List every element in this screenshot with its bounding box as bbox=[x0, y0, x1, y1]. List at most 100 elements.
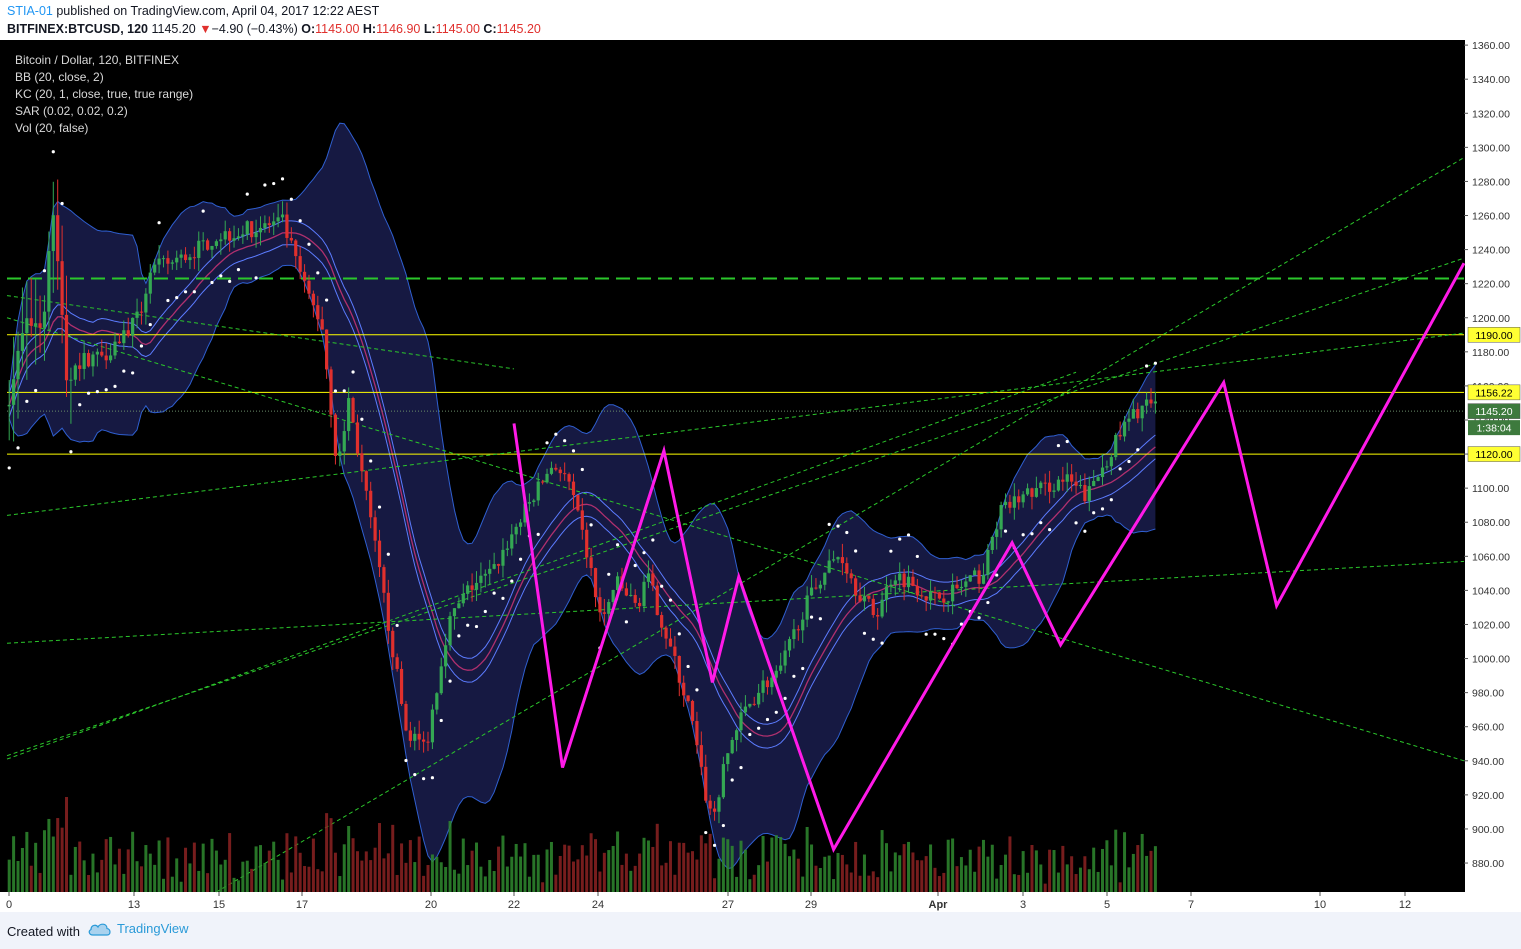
author-link[interactable]: STIA-01 bbox=[7, 4, 53, 18]
candle-body bbox=[20, 333, 25, 351]
sar-dot bbox=[148, 322, 152, 327]
candle-body bbox=[422, 739, 426, 742]
candle-body bbox=[320, 319, 324, 330]
candle-body bbox=[347, 398, 351, 432]
price-tick-label: 880.00 bbox=[1472, 858, 1504, 870]
candle-body bbox=[16, 350, 20, 380]
candle-body bbox=[783, 650, 787, 666]
volume-bar bbox=[585, 855, 589, 892]
volume-bar bbox=[951, 838, 955, 892]
volume-bar bbox=[1026, 872, 1030, 892]
candle-body bbox=[25, 318, 29, 334]
price-label-text: 1156.22 bbox=[1475, 387, 1512, 399]
price-chart[interactable]: 880.00900.00920.00940.00960.00980.001000… bbox=[0, 40, 1521, 912]
candle-body bbox=[104, 355, 108, 361]
harmonic-pattern-path[interactable] bbox=[512, 262, 1466, 853]
sar-dot bbox=[801, 666, 805, 671]
candle-body bbox=[1105, 466, 1109, 468]
candle-body bbox=[563, 473, 567, 475]
candle-body bbox=[739, 712, 743, 731]
candle-body bbox=[792, 629, 796, 640]
volume-bar bbox=[532, 854, 536, 892]
volume-bar bbox=[214, 850, 218, 892]
candle-body bbox=[1122, 421, 1127, 437]
candle-body bbox=[510, 534, 514, 549]
price-tick-label: 1020.00 bbox=[1472, 619, 1510, 631]
trendline[interactable] bbox=[6, 560, 1465, 644]
volume-bar bbox=[986, 856, 990, 892]
price-tick-label: 1240.00 bbox=[1472, 245, 1510, 257]
candle-body bbox=[47, 251, 51, 312]
candle-body bbox=[730, 739, 734, 754]
candle-body bbox=[712, 808, 717, 812]
candle-body bbox=[205, 240, 210, 250]
volume-bar bbox=[452, 869, 456, 892]
volume-bar bbox=[82, 860, 86, 892]
price-tick-label: 900.00 bbox=[1472, 824, 1504, 836]
sar-dot bbox=[1039, 521, 1043, 525]
candle-body bbox=[250, 221, 254, 238]
sar-dot bbox=[333, 389, 338, 393]
candle-body bbox=[466, 585, 470, 594]
candle-body bbox=[461, 593, 465, 604]
candle-body bbox=[765, 680, 770, 688]
trendline[interactable] bbox=[6, 317, 1465, 762]
candle-body bbox=[933, 591, 937, 593]
volume-bar bbox=[554, 874, 558, 892]
sar-dot bbox=[351, 370, 355, 374]
sar-dot bbox=[192, 290, 196, 294]
candle-body bbox=[263, 223, 267, 228]
volume-bar bbox=[624, 853, 628, 892]
sar-dot bbox=[60, 201, 64, 206]
candle-body bbox=[1078, 485, 1083, 487]
change-arrow-icon: ▼ bbox=[199, 22, 212, 36]
candle-body bbox=[1021, 494, 1025, 503]
legend-indicator[interactable]: SAR (0.02, 0.02, 0.2) bbox=[15, 104, 128, 118]
volume-bar bbox=[20, 847, 24, 892]
sar-dot bbox=[1100, 507, 1105, 511]
sar-dot bbox=[78, 403, 82, 407]
candle-body bbox=[1083, 485, 1087, 502]
trendline[interactable] bbox=[6, 371, 1077, 760]
volume-bar bbox=[664, 862, 668, 892]
legend-indicator[interactable]: BB (20, close, 2) bbox=[15, 70, 104, 84]
candle-body bbox=[1109, 457, 1113, 467]
volume-bar bbox=[232, 877, 236, 892]
volume-bar bbox=[69, 874, 73, 892]
tradingview-link[interactable]: TradingView bbox=[88, 921, 189, 936]
ohlc-line: BITFINEX:BTCUSD, 120 1145.20 ▼−4.90 (−0.… bbox=[7, 22, 541, 36]
candle-body bbox=[876, 615, 880, 617]
trendline[interactable] bbox=[216, 157, 1465, 893]
volume-bar bbox=[796, 858, 800, 892]
trendline[interactable] bbox=[6, 295, 515, 370]
candle-body bbox=[408, 730, 412, 741]
volume-bar bbox=[1074, 874, 1078, 892]
time-tick-label: 17 bbox=[296, 899, 308, 911]
legend-title[interactable]: Bitcoin / Dollar, 120, BITFINEX bbox=[15, 53, 179, 67]
candle-body bbox=[86, 353, 91, 367]
candle-body bbox=[307, 280, 311, 294]
candle-body bbox=[726, 753, 730, 765]
sar-dot bbox=[536, 532, 540, 536]
volume-bar bbox=[995, 878, 999, 892]
sar-dot bbox=[1065, 439, 1069, 444]
legend-indicator[interactable]: KC (20, 1, close, true, true range) bbox=[15, 87, 193, 101]
sar-dot bbox=[827, 522, 831, 526]
legend-indicator[interactable]: Vol (20, false) bbox=[15, 121, 88, 135]
candle-body bbox=[214, 241, 219, 246]
candle-body bbox=[267, 223, 271, 226]
candle-body bbox=[302, 271, 307, 281]
volume-bar bbox=[576, 859, 580, 892]
volume-bar bbox=[1123, 832, 1127, 892]
indicator-legend: Bitcoin / Dollar, 120, BITFINEX BB (20, c… bbox=[15, 53, 193, 135]
volume-bar bbox=[25, 831, 29, 892]
trendline[interactable] bbox=[6, 257, 1465, 757]
sar-dot bbox=[439, 718, 443, 723]
candle-body bbox=[1114, 434, 1118, 458]
volume-bar bbox=[1004, 854, 1008, 892]
candle-body bbox=[505, 548, 509, 550]
candle-body bbox=[241, 234, 245, 237]
sar-dot bbox=[228, 279, 232, 283]
sar-dot bbox=[915, 554, 919, 559]
volume-bar bbox=[95, 872, 99, 892]
